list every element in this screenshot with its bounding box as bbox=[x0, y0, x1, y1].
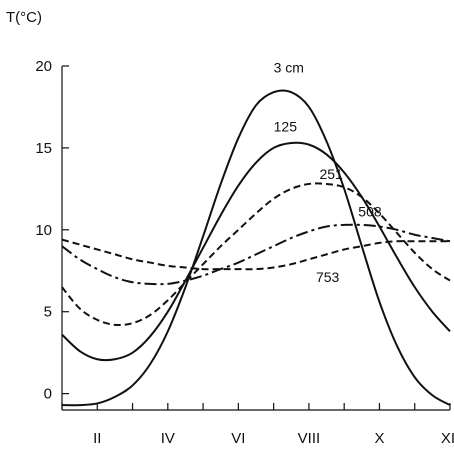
y-tick-label: 5 bbox=[44, 304, 52, 321]
y-tick-label: 20 bbox=[35, 58, 52, 75]
series-line-1 bbox=[61, 89, 451, 407]
y-tick-label: 15 bbox=[35, 140, 52, 157]
series-layer bbox=[61, 89, 451, 407]
series-line-4 bbox=[61, 223, 451, 286]
x-tick-label: IV bbox=[161, 430, 175, 447]
x-tick-label: VI bbox=[231, 430, 245, 447]
series-label-3: 251 bbox=[319, 166, 343, 182]
x-tick-label: X bbox=[374, 430, 384, 447]
series-line-3 bbox=[61, 182, 451, 327]
x-tick-label: VIII bbox=[298, 430, 321, 447]
x-tick-label: XII bbox=[441, 430, 454, 447]
axes: 0 5 10 15 20 II IV VI VIII X XII bbox=[35, 58, 454, 447]
y-axis-title: T(°C) bbox=[6, 9, 42, 26]
series-labels: 3 cm 125 251 508 753 bbox=[274, 60, 382, 286]
series-label-4: 508 bbox=[358, 204, 382, 220]
series-line-5 bbox=[61, 238, 450, 271]
x-tick-label: II bbox=[93, 430, 101, 447]
series-line-2 bbox=[61, 141, 451, 362]
y-tick-label: 0 bbox=[44, 386, 52, 403]
y-tick-label: 10 bbox=[35, 222, 52, 239]
series-label-2: 125 bbox=[274, 119, 298, 135]
series-label-5: 753 bbox=[316, 269, 340, 285]
series-label-1: 3 cm bbox=[274, 60, 304, 76]
